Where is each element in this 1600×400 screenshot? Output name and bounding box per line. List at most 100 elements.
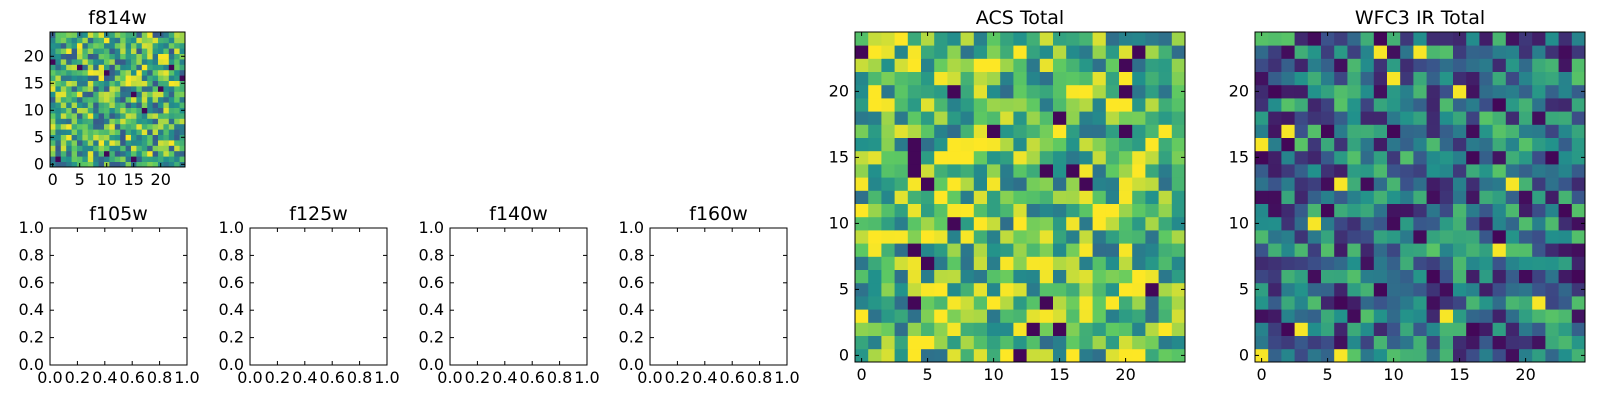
heatmap-cell [987,32,1001,46]
heatmap-cell [50,156,56,162]
heatmap-cell [1439,282,1454,297]
heatmap-cell [114,118,121,125]
heatmap-cell [1558,32,1573,46]
heatmap-cell [1013,111,1027,125]
heatmap-cell [55,91,62,98]
heatmap-cell [1360,203,1375,218]
heatmap-cell [1558,150,1573,165]
heatmap-cell [1466,282,1480,297]
heatmap-cell [1105,335,1120,350]
heatmap-cell [1439,45,1454,59]
heatmap-cell [1439,58,1454,72]
heatmap-cell [868,309,882,323]
y-tick-label: 0.2 [419,328,444,347]
heatmap-cell [55,145,62,152]
heatmap-cell [1092,243,1107,257]
heatmap-cell [147,96,153,103]
heatmap-cell [1373,71,1388,86]
heatmap-cell [1281,348,1295,363]
heatmap-cell [1505,32,1520,46]
heatmap-cell [1453,309,1467,323]
heatmap-cell [93,134,99,141]
heatmap-cell [147,59,153,65]
heatmap-cell [1119,45,1133,59]
heatmap-cell [1079,111,1093,125]
heatmap-cell [894,243,909,257]
heatmap-cell [98,42,105,49]
heatmap-cell [60,64,67,71]
heatmap-cell [71,48,78,54]
heatmap-cell [1158,322,1173,336]
heatmap-cell [1013,256,1027,270]
heatmap-cell [1119,111,1133,125]
heatmap-cell [179,42,186,49]
heatmap-cell [1545,58,1559,72]
x-tick-label: 5 [923,365,933,384]
heatmap-cell [1013,124,1027,138]
heatmap-cell [1158,256,1173,270]
heatmap-cell [1281,84,1295,99]
heatmap-cell [120,107,126,114]
heatmap-cell [1066,98,1080,112]
heatmap-cell [855,124,869,138]
heatmap-cell [1545,243,1559,257]
heatmap-cell [1479,58,1493,72]
x-tick-label: 1.0 [374,368,399,387]
heatmap-cell [66,107,72,114]
heatmap-cell [1571,335,1586,350]
heatmap-cell [77,37,83,44]
heatmap-cell [1413,243,1427,257]
heatmap-cell [168,32,175,38]
heatmap-cell [1000,348,1014,363]
heatmap-cell [147,64,153,71]
heatmap-cell [907,58,922,72]
heatmap-cell [71,86,78,92]
heatmap-cell [114,80,121,87]
heatmap-cell [1413,71,1427,86]
heatmap-cell [1334,137,1348,152]
heatmap-cell [55,156,62,162]
heatmap-cell [1453,71,1467,86]
heatmap-cell [109,37,116,44]
heatmap-cell [1026,111,1041,125]
heatmap-cell [120,59,126,65]
heatmap-cell [1466,150,1480,165]
heatmap-cell [1158,164,1173,178]
heatmap-cell [1307,269,1322,284]
heatmap-cell [921,32,935,46]
heatmap-cell [152,150,159,157]
heatmap-cell [960,84,975,99]
heatmap-cell [1545,32,1559,46]
heatmap-cell [60,59,67,65]
heatmap-cell [163,123,170,130]
heatmap-cell [125,37,132,44]
heatmap-cell [152,123,159,130]
heatmap-cell [104,156,110,162]
heatmap-cell [87,129,94,135]
heatmap-cell [1492,111,1507,125]
heatmap-cell [1307,282,1322,297]
heatmap-cell [1105,45,1120,59]
heatmap-cell [1255,177,1269,191]
heatmap-cell [158,102,164,108]
heatmap-cell [1066,296,1080,310]
heatmap-cell [1360,348,1375,363]
heatmap-cell [1492,124,1507,138]
heatmap-cell [1519,124,1533,138]
heatmap-cell [1132,230,1146,244]
heatmap-cell [55,32,62,38]
heatmap-cell [921,45,935,59]
heatmap-cell [1307,58,1322,72]
heatmap-cell [87,48,94,54]
heatmap-cell [1145,45,1159,59]
heatmap-cell [60,140,67,146]
heatmap-cell [1026,256,1041,270]
heatmap-cell [1334,243,1348,257]
heatmap-cell [1268,84,1282,99]
heatmap-cell [104,64,110,71]
heatmap-cell [1119,150,1133,165]
heatmap-cell [1079,256,1093,270]
heatmap-cell [82,140,89,146]
heatmap-cell [87,53,94,60]
x-tick-label: 20 [1115,365,1135,384]
